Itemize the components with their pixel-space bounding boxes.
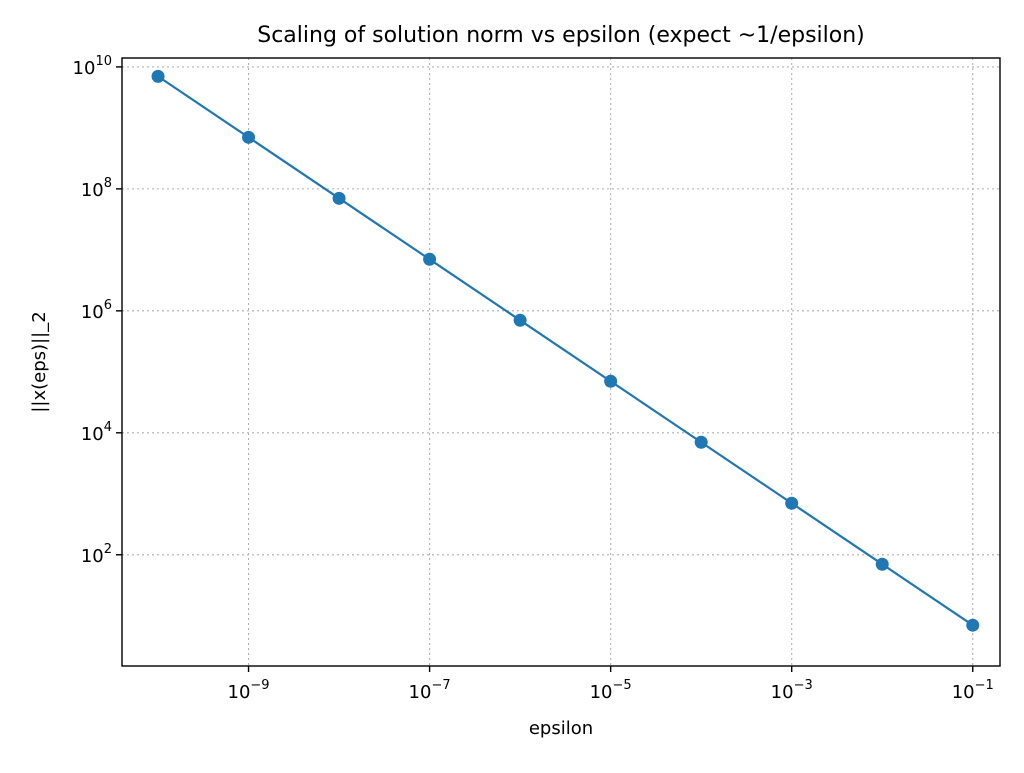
series-line [157, 75, 974, 627]
grid-layer [122, 58, 1000, 666]
x-tick-label: 10−3 [771, 678, 813, 703]
y-axis-label: ||x(eps)||_2 [29, 311, 50, 412]
y-tick-label: 106 [81, 298, 112, 323]
x-tick-label: 10−1 [952, 678, 994, 703]
data-point [875, 557, 889, 571]
y-tick-label: 102 [81, 542, 112, 567]
y-tick-label: 1010 [73, 54, 112, 79]
data-point [513, 313, 527, 327]
series-layer [151, 69, 980, 632]
y-tick-label: 104 [81, 420, 112, 445]
x-tick-label: 10−5 [590, 678, 632, 703]
x-axis-label: epsilon [529, 718, 593, 739]
data-point [694, 435, 708, 449]
data-point [242, 130, 256, 144]
plot-frame [121, 57, 1001, 667]
chart-title: Scaling of solution norm vs epsilon (exp… [257, 23, 865, 48]
data-point [785, 496, 799, 510]
x-tick-label: 10−7 [409, 678, 451, 703]
data-point [332, 191, 346, 205]
data-point [151, 69, 165, 83]
data-point [604, 374, 618, 388]
x-tick-label: 10−9 [228, 678, 270, 703]
y-tick-label: 108 [81, 176, 112, 201]
data-point [423, 252, 437, 266]
data-point [966, 618, 980, 632]
tick-layer: 10−9 10−7 10−5 10−3 10−1 102 104 106 108 1010 [73, 54, 994, 703]
